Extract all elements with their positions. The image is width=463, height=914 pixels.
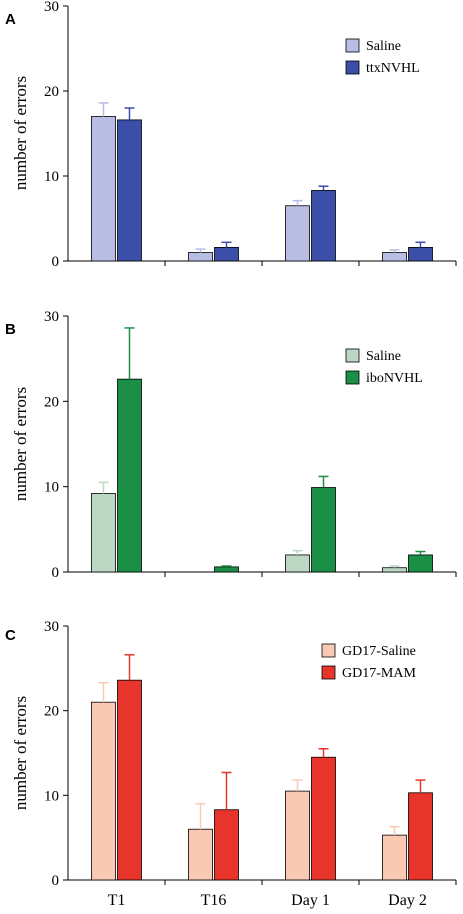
legend-swatch: [321, 643, 336, 658]
y-tick-label: 0: [52, 254, 60, 270]
bar: [285, 790, 310, 881]
legend-label: Saline: [366, 349, 401, 364]
x-tick-label: T1: [108, 892, 126, 909]
bar: [382, 567, 407, 573]
legend-label: GD17-MAM: [342, 666, 416, 681]
bar: [117, 679, 142, 881]
legend-swatch: [345, 38, 360, 53]
bar: [117, 119, 142, 262]
x-tick-label: T16: [201, 892, 227, 909]
y-tick-label: 20: [44, 704, 59, 720]
bar: [91, 701, 116, 881]
bar: [91, 493, 116, 573]
legend-label: ttxNVHL: [366, 61, 420, 76]
bar: [408, 792, 433, 881]
bar: [408, 246, 433, 262]
bar: [117, 378, 142, 573]
legend-label: iboNVHL: [366, 371, 423, 386]
panel-letter: C: [5, 627, 16, 644]
bar: [188, 828, 213, 881]
panel-letter: B: [5, 321, 16, 338]
bar: [214, 246, 239, 262]
legend-swatch: [345, 348, 360, 363]
bar: [214, 809, 239, 881]
legend-swatch: [321, 665, 336, 680]
x-tick-label: Day 1: [291, 892, 330, 909]
legend-swatch: [345, 370, 360, 385]
y-axis-label: number of errors: [11, 696, 30, 810]
y-tick-label: 20: [44, 84, 59, 100]
bar: [311, 756, 336, 881]
panel-letter: A: [5, 11, 16, 28]
bar: [188, 252, 213, 262]
bar: [382, 834, 407, 881]
y-tick-label: 20: [44, 394, 59, 410]
y-tick-label: 10: [44, 788, 59, 804]
x-tick-label: Day 2: [388, 892, 427, 909]
bar: [91, 116, 116, 262]
legend-swatch: [345, 60, 360, 75]
y-tick-label: 10: [44, 480, 59, 496]
y-axis-label: number of errors: [11, 76, 30, 190]
bar: [285, 205, 310, 262]
legend-label: Saline: [366, 39, 401, 54]
y-tick-label: 0: [52, 873, 60, 889]
y-tick-label: 30: [44, 619, 59, 635]
bar: [311, 487, 336, 573]
bar: [311, 190, 336, 262]
bar: [408, 554, 433, 573]
y-tick-label: 30: [44, 309, 59, 325]
y-tick-label: 10: [44, 169, 59, 185]
bar: [214, 566, 239, 573]
bar: [382, 252, 407, 262]
bar: [285, 554, 310, 573]
y-axis-label: number of errors: [11, 387, 30, 501]
legend-label: GD17-Saline: [342, 644, 416, 659]
y-tick-label: 0: [52, 565, 60, 581]
y-tick-label: 30: [44, 0, 59, 15]
